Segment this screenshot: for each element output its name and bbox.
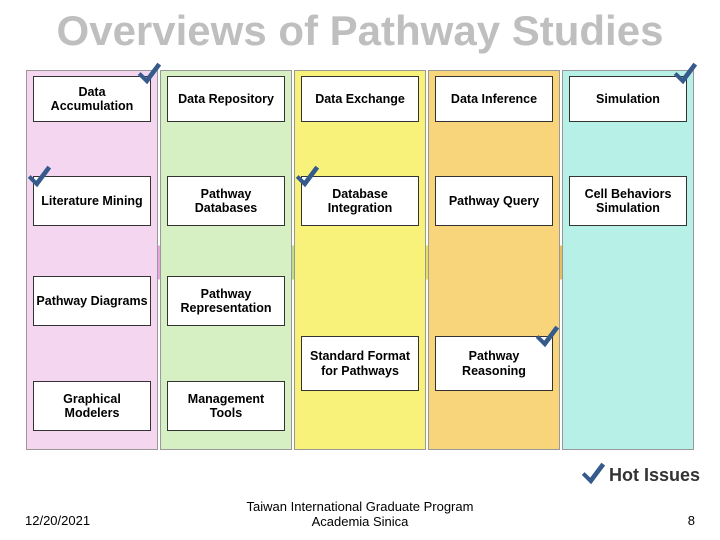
column-header: Data Exchange bbox=[301, 76, 419, 122]
diagram-node: Pathway Diagrams bbox=[33, 276, 151, 326]
footer-line1: Taiwan International Graduate Program bbox=[0, 499, 720, 515]
footer-line2: Academia Sinica bbox=[0, 514, 720, 530]
checkmark-icon bbox=[25, 162, 53, 190]
diagram-node: Management Tools bbox=[167, 381, 285, 431]
diagram-node: Pathway Representation bbox=[167, 276, 285, 326]
hot-issues-label: Hot Issues bbox=[609, 465, 700, 486]
column: Data ExchangeDatabase IntegrationStandar… bbox=[294, 70, 426, 450]
hot-issues-legend: Hot Issues bbox=[579, 459, 700, 492]
diagram-node: Pathway Databases bbox=[167, 176, 285, 226]
checkmark-icon bbox=[135, 59, 163, 87]
diagram-node: Pathway Query bbox=[435, 176, 553, 226]
diagram-node: Graphical Modelers bbox=[33, 381, 151, 431]
checkmark-icon bbox=[671, 59, 699, 87]
column-header: Data Inference bbox=[435, 76, 553, 122]
column: Simulation Cell Behaviors Simulation bbox=[562, 70, 694, 450]
footer-page: 8 bbox=[688, 513, 695, 528]
background-title: Overviews of Pathway Studies bbox=[0, 10, 720, 52]
column: Data InferencePathway QueryPathway Reaso… bbox=[428, 70, 560, 450]
checkmark-icon bbox=[293, 162, 321, 190]
column: Data Repository Pathway Databases Pathway … bbox=[160, 70, 292, 450]
column-header: Data Repository bbox=[167, 76, 285, 122]
diagram-node: Standard Format for Pathways bbox=[301, 336, 419, 391]
checkmark-icon bbox=[579, 459, 609, 492]
columns-container: Data AccumulationLiterature MiningPathwa… bbox=[25, 70, 695, 450]
column-header: Simulation bbox=[569, 76, 687, 122]
footer-center: Taiwan International Graduate Program Ac… bbox=[0, 499, 720, 530]
column: Data AccumulationLiterature MiningPathwa… bbox=[26, 70, 158, 450]
column-header: Data Accumulation bbox=[33, 76, 151, 122]
checkmark-icon bbox=[533, 322, 561, 350]
diagram-node: Cell Behaviors Simulation bbox=[569, 176, 687, 226]
